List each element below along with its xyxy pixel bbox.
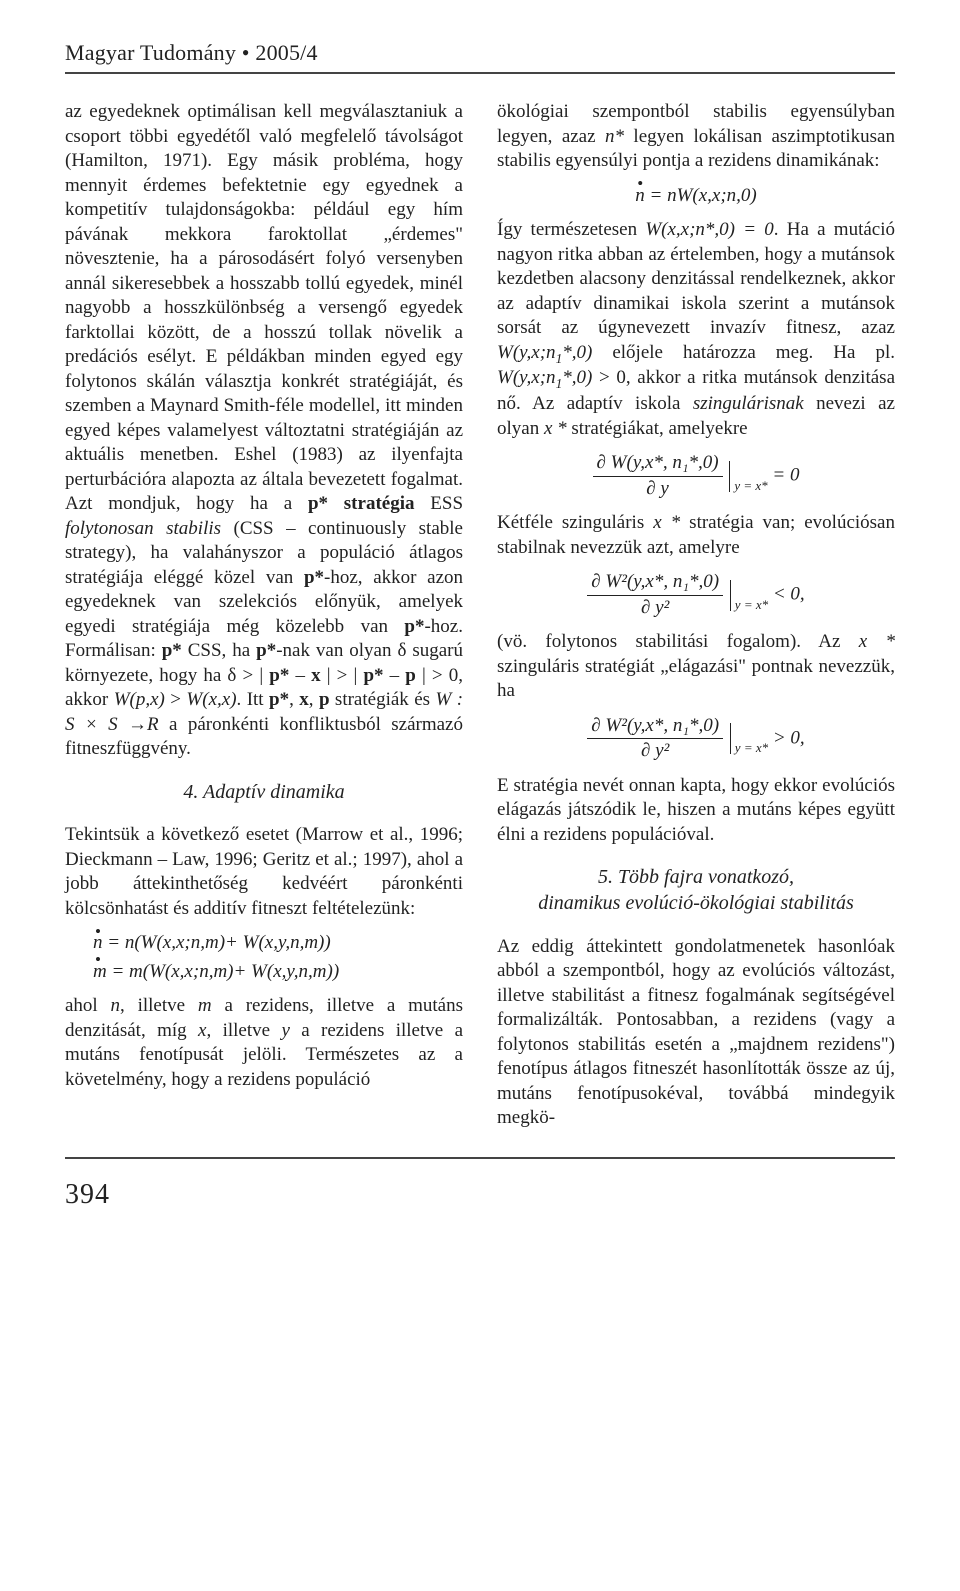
n-it: n bbox=[111, 995, 121, 1016]
numerator: ∂ W(y,x*, n₁*,0) bbox=[593, 451, 723, 477]
fraction: ∂ W²(y,x*, n₁*,0) ∂ y² bbox=[587, 570, 723, 620]
R-sym: R bbox=[147, 714, 159, 735]
W-expr: W(x,x;n*,0) = 0 bbox=[645, 219, 773, 240]
y-it: y bbox=[281, 1020, 289, 1041]
text: > bbox=[165, 689, 187, 710]
x-star: x * bbox=[544, 418, 567, 439]
eq-r1-t: n = nW(x,x;n,0) bbox=[635, 185, 757, 206]
p-star: p* bbox=[256, 640, 276, 661]
p-star: p* bbox=[304, 567, 324, 588]
text: , bbox=[289, 689, 299, 710]
section-5-title: 5. Több fajra vonatkozó, dinamikus evolú… bbox=[497, 865, 895, 917]
eq-gt: > 0, bbox=[773, 727, 805, 748]
eval-bar: y = x* bbox=[730, 580, 768, 611]
eq-zero: = 0 bbox=[772, 465, 799, 486]
p-sym: p bbox=[319, 689, 330, 710]
denominator: ∂ y bbox=[593, 477, 723, 502]
denominator: ∂ y² bbox=[587, 739, 723, 764]
denominator: ∂ y² bbox=[587, 596, 723, 621]
para-r1: ökológiai szempontból stabilis egyensúly… bbox=[497, 100, 895, 174]
text: előjele határozza meg. Ha pl. bbox=[592, 342, 895, 363]
p-sym: p bbox=[405, 665, 416, 686]
x-sym: x bbox=[299, 689, 309, 710]
Wyx: W(y,x;n1*,0) bbox=[497, 342, 592, 363]
p-star: p* bbox=[269, 689, 289, 710]
text: ESS bbox=[430, 493, 463, 514]
p-star: p* bbox=[269, 665, 289, 686]
rule-bottom bbox=[65, 1157, 895, 1159]
m-it: m bbox=[198, 995, 212, 1016]
x-star: x * bbox=[859, 631, 895, 652]
p-star: p* stratégia bbox=[308, 493, 415, 514]
eval-bar: y = x* bbox=[730, 723, 768, 754]
eq-n: n = n(W(x,x;n,m)+ W(x,y,n,m)) bbox=[93, 932, 331, 953]
text: CSS, ha bbox=[182, 640, 256, 661]
col-right: ökológiai szempontból stabilis egyensúly… bbox=[497, 100, 895, 1131]
section-4-title: 4. Adaptív dinamika bbox=[65, 780, 463, 806]
text: Így természetesen bbox=[497, 219, 645, 240]
para-l3: ahol n, illetve m a rezidens, illetve a … bbox=[65, 994, 463, 1092]
section5-line2: dinamikus evolúció-ökológiai stabilitás bbox=[538, 892, 854, 914]
para-r6: Az eddig áttekintett gondolatmenetek has… bbox=[497, 935, 895, 1131]
text: szinguláris stratégiát „elágazási" pontn… bbox=[497, 656, 895, 702]
n-star: n* bbox=[605, 126, 624, 147]
numerator: ∂ W²(y,x*, n₁*,0) bbox=[587, 570, 723, 596]
W-xx: W(x,x) bbox=[186, 689, 236, 710]
W-px: W(p,x) bbox=[114, 689, 165, 710]
eq-r1: n = nW(x,x;n,0) bbox=[497, 184, 895, 209]
text: – bbox=[384, 665, 406, 686]
text: → bbox=[118, 714, 147, 735]
p-star: p* bbox=[162, 640, 182, 661]
text: Kétféle szinguláris bbox=[497, 512, 653, 533]
page-number: 394 bbox=[65, 1179, 895, 1211]
para-r5: E stratégia nevét onnan kapta, hogy ekko… bbox=[497, 774, 895, 848]
para-r2: Így természetesen W(x,x;n*,0) = 0. Ha a … bbox=[497, 218, 895, 441]
fraction: ∂ W²(y,x*, n₁*,0) ∂ y² bbox=[587, 714, 723, 764]
eq-n-dot: n = n(W(x,x;n,m)+ W(x,y,n,m)) bbox=[93, 931, 463, 956]
columns: az egyedeknek optimálisan kell megválasz… bbox=[65, 100, 895, 1131]
css-term: folytonosan stabilis bbox=[65, 518, 221, 539]
text: az egyedeknek optimálisan kell megválasz… bbox=[65, 101, 463, 514]
para-r3: Kétféle szinguláris x * stratégia van; e… bbox=[497, 511, 895, 560]
eq-frac1: ∂ W(y,x*, n₁*,0) ∂ y y = x* = 0 bbox=[497, 451, 895, 501]
Wyx2: W(y,x;n1*,0) bbox=[497, 367, 592, 388]
text: – bbox=[289, 665, 311, 686]
eq-m-dot: m = m(W(x,x;n,m)+ W(x,y,n,m)) bbox=[93, 960, 463, 985]
para-r4: (vö. folytonos stabilitási fogalom). Az … bbox=[497, 630, 895, 704]
para-l2: Tekintsük a következő esetet (Marrow et … bbox=[65, 823, 463, 921]
x-sym: x bbox=[311, 665, 321, 686]
text: , illetve bbox=[120, 995, 198, 1016]
text: stratégiákat, amelyekre bbox=[567, 418, 748, 439]
p-star: p* bbox=[404, 616, 424, 637]
numerator: ∂ W²(y,x*, n₁*,0) bbox=[587, 714, 723, 740]
text: , bbox=[309, 689, 319, 710]
para-l1: az egyedeknek optimálisan kell megválasz… bbox=[65, 100, 463, 762]
szing: szingulárisnak bbox=[693, 393, 804, 414]
text: | > | bbox=[321, 665, 364, 686]
page: Magyar Tudomány • 2005/4 az egyedeknek o… bbox=[0, 0, 960, 1241]
section5-line1: 5. Több fajra vonatkozó, bbox=[598, 866, 794, 888]
fraction: ∂ W(y,x*, n₁*,0) ∂ y bbox=[593, 451, 723, 501]
text: , illetve bbox=[206, 1020, 281, 1041]
text: stratégiák és bbox=[330, 689, 436, 710]
text: . Itt bbox=[237, 689, 269, 710]
p-star: p* bbox=[363, 665, 383, 686]
eq-m: m = m(W(x,x;n,m)+ W(x,y,n,m)) bbox=[93, 961, 339, 982]
rule-top bbox=[65, 72, 895, 74]
eq-frac2: ∂ W²(y,x*, n₁*,0) ∂ y² y = x* < 0, bbox=[497, 570, 895, 620]
col-left: az egyedeknek optimálisan kell megválasz… bbox=[65, 100, 463, 1131]
running-head: Magyar Tudomány • 2005/4 bbox=[65, 40, 895, 66]
text: (vö. folytonos stabilitási fogalom). Az bbox=[497, 631, 859, 652]
text: ahol bbox=[65, 995, 111, 1016]
eq-lt: < 0, bbox=[773, 584, 805, 605]
eval-bar: y = x* bbox=[729, 461, 767, 492]
x-star: x * bbox=[653, 512, 680, 533]
eq-frac3: ∂ W²(y,x*, n₁*,0) ∂ y² y = x* > 0, bbox=[497, 714, 895, 764]
